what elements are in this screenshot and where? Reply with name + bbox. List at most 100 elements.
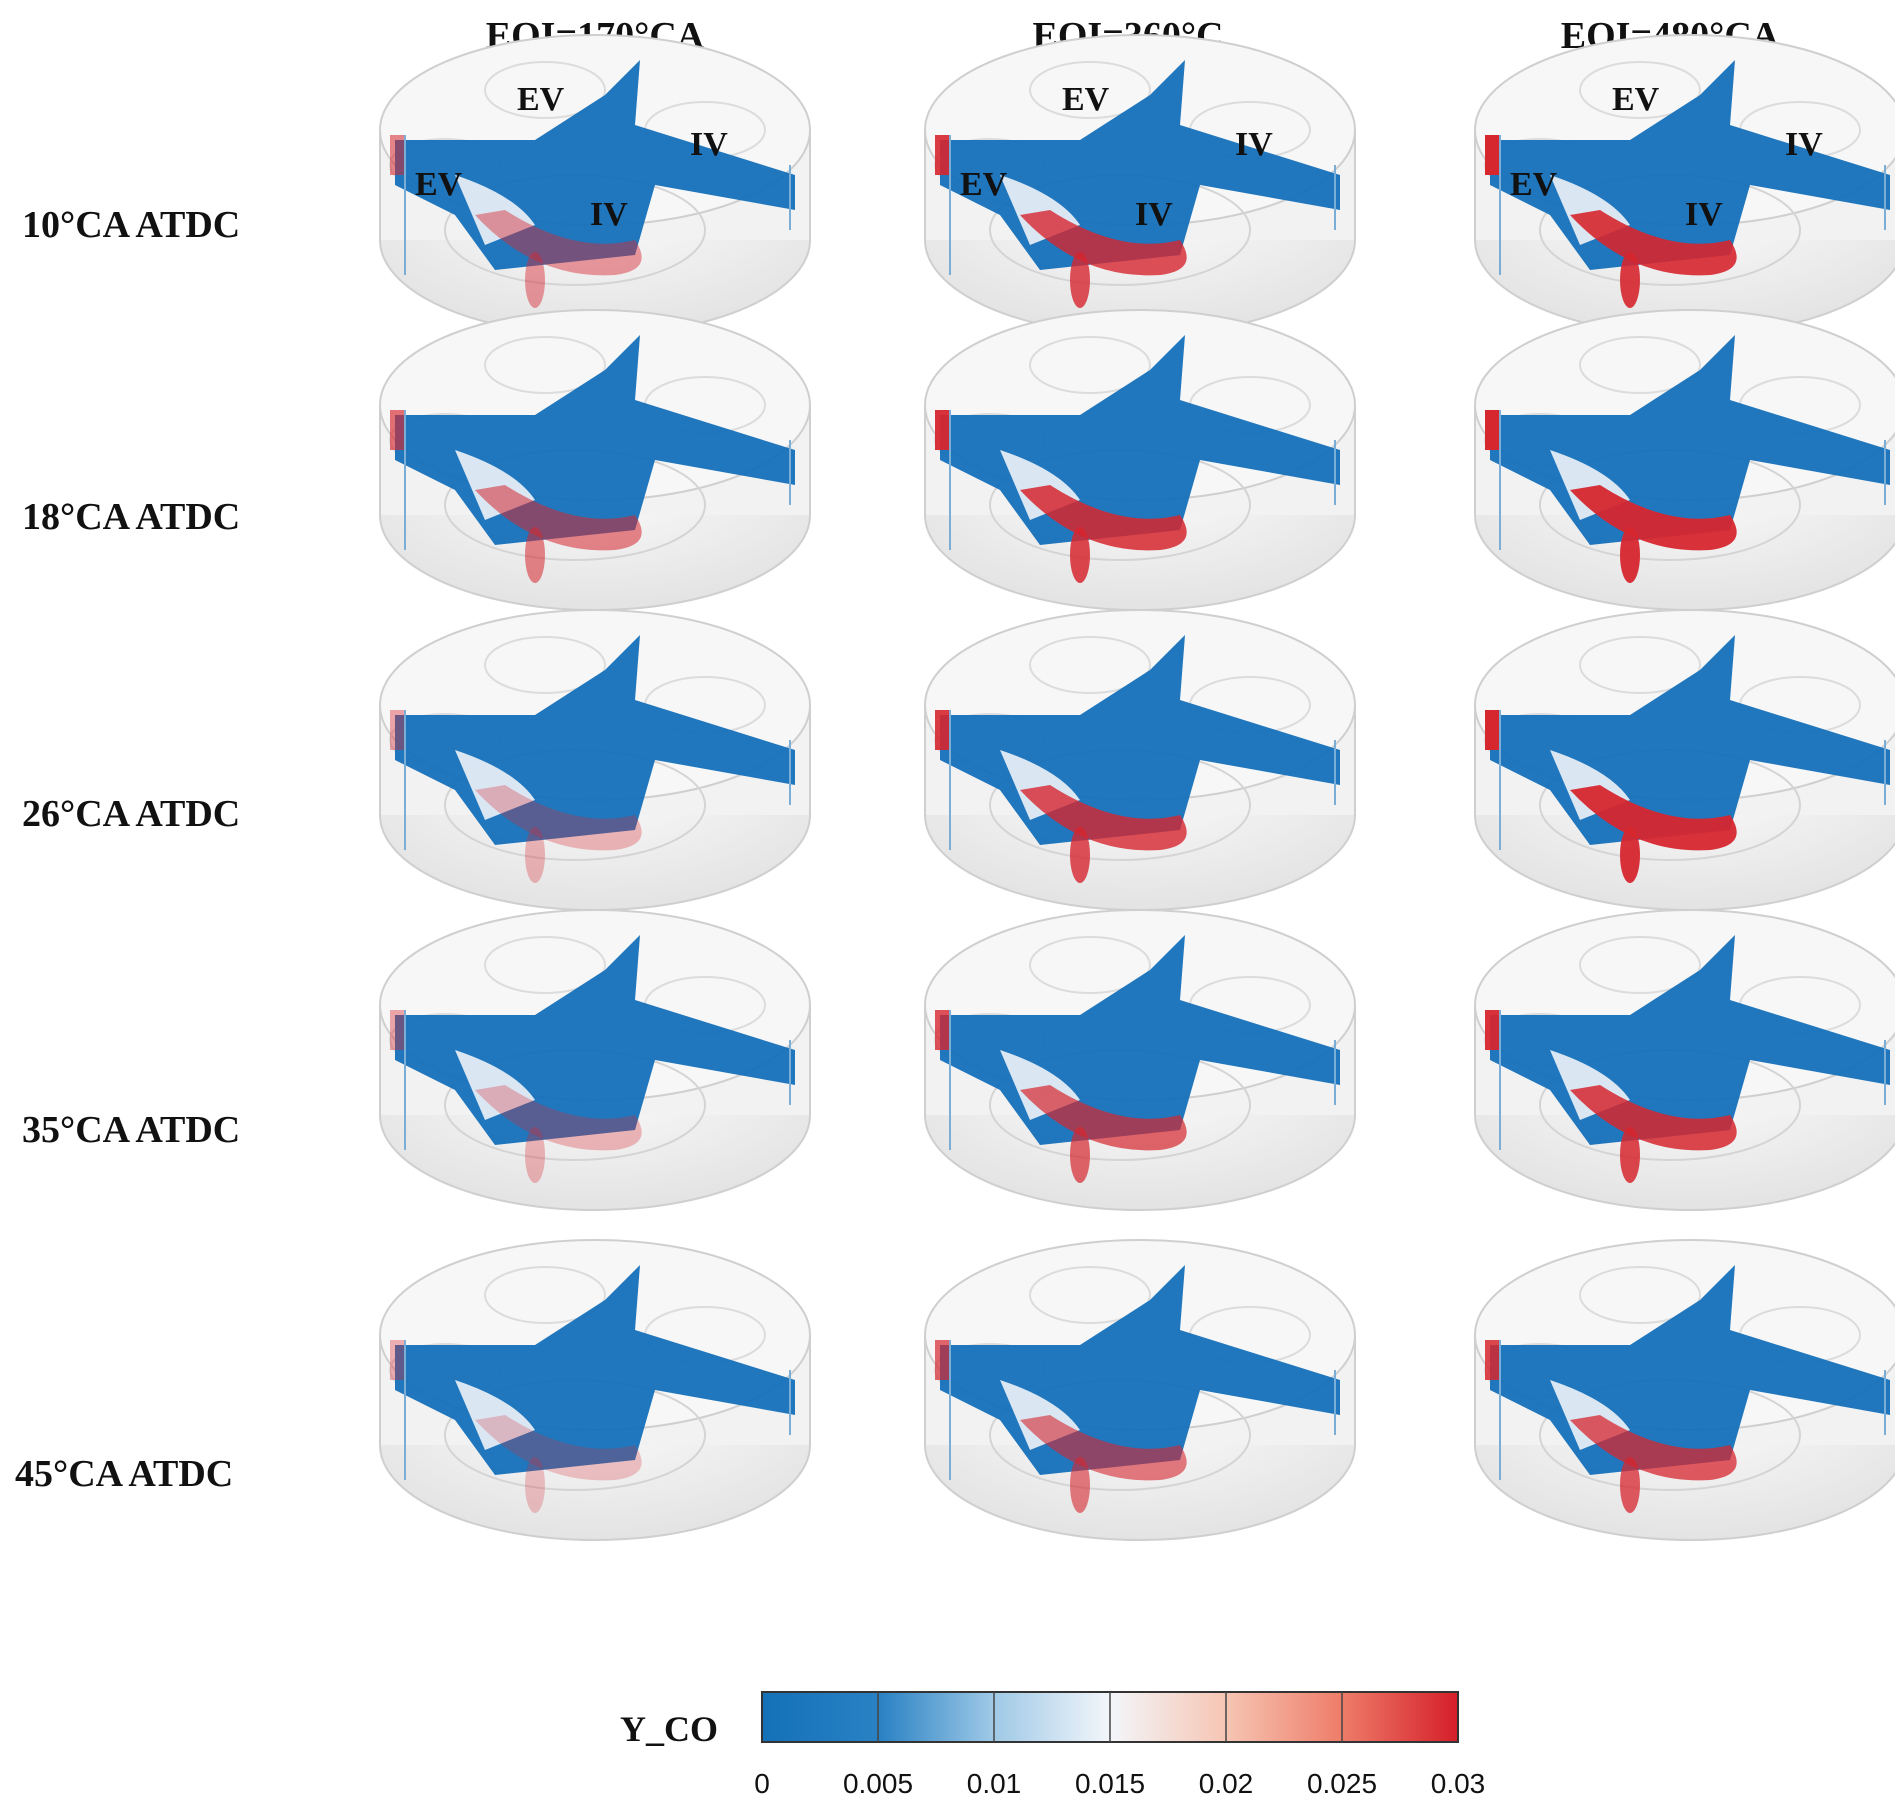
high-co-region bbox=[475, 785, 642, 851]
high-co-region bbox=[475, 485, 642, 551]
high-co-region bbox=[1070, 252, 1090, 308]
valve-outline bbox=[1579, 336, 1701, 394]
mixing-zone bbox=[455, 1380, 535, 1450]
legend-colorbar bbox=[761, 1691, 1459, 1743]
row-label-3: 26°CA ATDC bbox=[22, 793, 241, 835]
high-co-region bbox=[1070, 527, 1090, 583]
valve-outline bbox=[1029, 636, 1151, 694]
high-co-region bbox=[525, 1457, 545, 1513]
valve-outline bbox=[1029, 1266, 1151, 1324]
high-co-region bbox=[525, 527, 545, 583]
row-label-5: 45°CA ATDC bbox=[15, 1453, 234, 1495]
high-co-region bbox=[475, 1085, 642, 1151]
high-co-region bbox=[1620, 1127, 1640, 1183]
row-label-2: 18°CA ATDC bbox=[22, 496, 241, 538]
high-co-region bbox=[1620, 1457, 1640, 1513]
row-label-1: 10°CA ATDC bbox=[22, 204, 241, 246]
valve-label: IV bbox=[1685, 196, 1723, 233]
high-co-region bbox=[1485, 1010, 1501, 1050]
legend-tick-label: 0.015 bbox=[1074, 1768, 1146, 1799]
legend-title: Y_CO bbox=[620, 1709, 718, 1749]
high-co-region bbox=[935, 1010, 951, 1050]
valve-outline bbox=[1029, 336, 1151, 394]
cylinder-panel bbox=[1474, 309, 1895, 611]
mixing-zone bbox=[455, 175, 535, 245]
high-co-region bbox=[1020, 785, 1187, 851]
high-co-region bbox=[1570, 785, 1737, 851]
valve-outline bbox=[484, 636, 606, 694]
valve-outline bbox=[1579, 1266, 1701, 1324]
cylinder-panel bbox=[924, 609, 1356, 911]
high-co-region bbox=[475, 210, 642, 276]
valve-label: EV bbox=[517, 81, 565, 118]
cylinder-panel bbox=[1474, 609, 1895, 911]
high-co-region bbox=[1070, 1457, 1090, 1513]
cylinder-panel: EV EV IV IV bbox=[1474, 34, 1895, 336]
valve-label: IV bbox=[1785, 126, 1823, 163]
high-co-region bbox=[1485, 1340, 1501, 1380]
mixing-zone bbox=[455, 750, 535, 820]
high-co-region bbox=[1620, 252, 1640, 308]
cylinder-panel bbox=[379, 1239, 811, 1541]
valve-outline bbox=[1579, 636, 1701, 694]
high-co-region bbox=[525, 1127, 545, 1183]
cylinder-panel bbox=[924, 1239, 1356, 1541]
legend-tick-label: 0 bbox=[754, 1768, 770, 1799]
high-co-region bbox=[1570, 210, 1737, 276]
valve-label: EV bbox=[960, 166, 1008, 203]
valve-label: EV bbox=[1062, 81, 1110, 118]
valve-outline bbox=[484, 936, 606, 994]
valve-outline bbox=[1579, 936, 1701, 994]
high-co-region bbox=[390, 410, 406, 450]
high-co-region bbox=[1485, 710, 1501, 750]
cylinder-panel bbox=[1474, 909, 1895, 1211]
row-label-4: 35°CA ATDC bbox=[22, 1109, 241, 1151]
cylinder-panel bbox=[924, 309, 1356, 611]
high-co-region bbox=[1020, 1415, 1187, 1481]
high-co-region bbox=[1485, 410, 1501, 450]
cylinder-panel bbox=[379, 609, 811, 911]
high-co-region bbox=[1070, 1127, 1090, 1183]
valve-label: EV bbox=[415, 166, 463, 203]
legend-tick-label: 0.01 bbox=[966, 1768, 1022, 1799]
high-co-region bbox=[1020, 210, 1187, 276]
valve-label: EV bbox=[1510, 166, 1558, 203]
legend-tick-label: 0.02 bbox=[1198, 1768, 1254, 1799]
valve-label: IV bbox=[590, 196, 628, 233]
valve-outline bbox=[1029, 61, 1151, 119]
valve-outline bbox=[1029, 936, 1151, 994]
legend-tick-label: 0.005 bbox=[842, 1768, 914, 1799]
cylinder-panel bbox=[924, 909, 1356, 1211]
valve-label: EV bbox=[1612, 81, 1660, 118]
high-co-region bbox=[1620, 827, 1640, 883]
cylinder-panel bbox=[379, 909, 811, 1211]
valve-outline bbox=[484, 1266, 606, 1324]
high-co-region bbox=[935, 1340, 951, 1380]
high-co-region bbox=[390, 1010, 406, 1050]
legend-tick-label: 0.03 bbox=[1430, 1768, 1486, 1799]
high-co-region bbox=[1570, 1085, 1737, 1151]
high-co-region bbox=[1020, 485, 1187, 551]
valve-outline bbox=[484, 336, 606, 394]
cylinder-panel bbox=[1474, 1239, 1895, 1541]
high-co-region bbox=[1485, 135, 1501, 175]
high-co-region bbox=[390, 135, 406, 175]
legend-tick-label: 0.025 bbox=[1306, 1768, 1378, 1799]
high-co-region bbox=[935, 135, 951, 175]
high-co-region bbox=[525, 252, 545, 308]
cylinder-panel: EV EV IV IV bbox=[924, 34, 1356, 336]
high-co-region bbox=[1070, 827, 1090, 883]
high-co-region bbox=[475, 1415, 642, 1481]
valve-label: IV bbox=[1235, 126, 1273, 163]
valve-label: IV bbox=[1135, 196, 1173, 233]
high-co-region bbox=[1570, 1415, 1737, 1481]
high-co-region bbox=[1020, 1085, 1187, 1151]
cylinder-panel: EV EV IV IV bbox=[379, 34, 811, 336]
high-co-region bbox=[1620, 527, 1640, 583]
valve-outline bbox=[1579, 61, 1701, 119]
high-co-region bbox=[935, 410, 951, 450]
cfd-panels: EV EV IV IV EV EV IV IV EV EV IV IV bbox=[379, 34, 1895, 1541]
high-co-region bbox=[935, 710, 951, 750]
mixing-zone bbox=[455, 1050, 535, 1120]
